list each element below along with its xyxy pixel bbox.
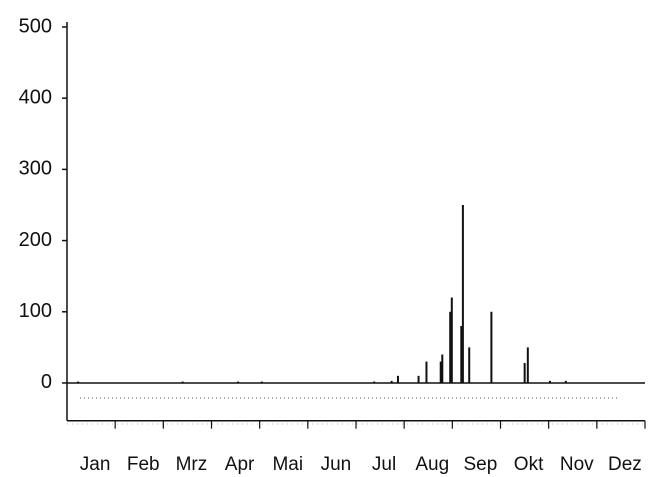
- bar: [490, 311, 493, 383]
- x-tick-label: Aug: [415, 454, 449, 475]
- y-tick-label: 500: [19, 15, 52, 37]
- bar: [468, 347, 471, 383]
- x-tick-label: Jan: [80, 454, 111, 475]
- bar: [237, 381, 240, 383]
- bar: [77, 381, 80, 383]
- bar: [441, 354, 444, 383]
- bar: [526, 347, 529, 383]
- bar: [417, 375, 420, 383]
- y-tick-label: 300: [19, 158, 52, 180]
- x-tick-label: Jul: [372, 454, 396, 475]
- bar: [390, 380, 393, 383]
- x-tick-label: Feb: [127, 454, 160, 475]
- x-tick-label: Jun: [321, 454, 352, 475]
- bar: [523, 363, 526, 383]
- bar: [396, 375, 399, 383]
- bar: [548, 380, 551, 383]
- bar: [564, 380, 567, 383]
- y-tick-label: 100: [19, 300, 52, 322]
- y-tick-label: 0: [41, 371, 52, 393]
- bar: [260, 381, 263, 383]
- bar: [425, 361, 428, 383]
- x-tick-label: Nov: [560, 454, 594, 475]
- bar: [460, 326, 463, 383]
- bar: [373, 381, 376, 383]
- x-tick-label: Mrz: [176, 454, 208, 475]
- bar: [450, 297, 453, 383]
- x-tick-label: Dez: [608, 454, 642, 475]
- x-tick-label: Okt: [514, 454, 544, 475]
- x-tick-label: Sep: [464, 454, 498, 475]
- bar: [439, 361, 442, 383]
- x-tick-label: Apr: [225, 454, 255, 475]
- bar: [181, 381, 184, 383]
- y-tick-label: 400: [19, 86, 52, 108]
- y-tick-label: 200: [19, 229, 52, 251]
- bar: [449, 311, 452, 383]
- x-tick-label: Mai: [272, 454, 303, 475]
- bar: [461, 204, 464, 383]
